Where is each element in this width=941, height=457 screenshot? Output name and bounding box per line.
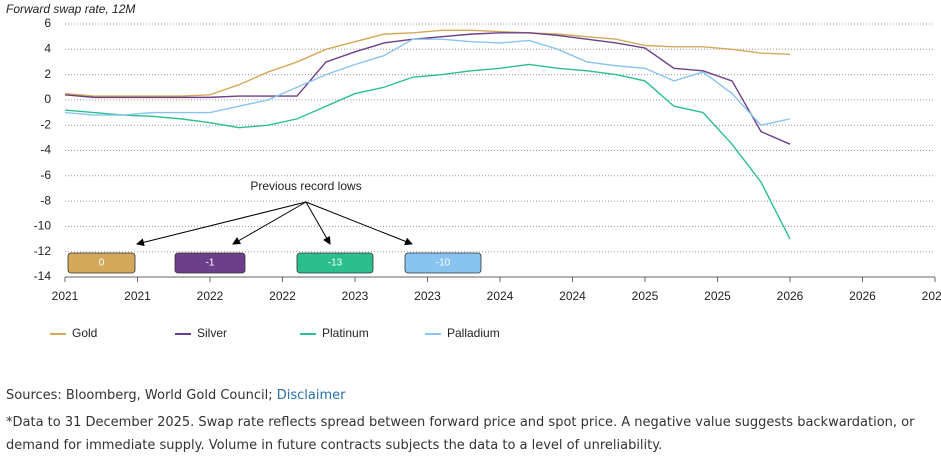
record-label: -10 xyxy=(436,258,451,269)
record-box xyxy=(296,252,374,274)
x-tick-label: 2025 xyxy=(704,289,731,303)
x-tick-label: 2027 xyxy=(922,289,941,303)
x-tick-label: 2022 xyxy=(269,289,296,303)
arrow xyxy=(305,201,331,245)
y-tick-label: -4 xyxy=(40,143,51,157)
series-line xyxy=(64,38,791,126)
disclaimer-link[interactable]: Disclaimer xyxy=(276,388,346,403)
arrow xyxy=(305,201,413,246)
legend-label: Gold xyxy=(72,326,97,340)
arrow xyxy=(232,201,307,245)
x-tick-label: 2021 xyxy=(52,289,79,303)
x-tick-label: 2026 xyxy=(777,289,804,303)
note: *Data to 31 December 2025. Swap rate ref… xyxy=(6,415,915,453)
series-line xyxy=(64,32,791,145)
legend-label: Palladium xyxy=(447,326,500,340)
x-tick-label: 2023 xyxy=(342,289,369,303)
y-tick-label: -8 xyxy=(40,193,51,207)
x-tick-label: 2025 xyxy=(632,289,659,303)
x-tick-label: 2023 xyxy=(414,289,441,303)
x-tick-label: 2024 xyxy=(487,289,514,303)
x-tick-label: 2021 xyxy=(124,289,151,303)
series-line xyxy=(64,29,791,97)
y-axis-label: Forward swap rate, 12M xyxy=(6,2,135,16)
y-tick-label: -6 xyxy=(40,168,51,182)
sources-text: Sources: Bloomberg, World Gold Council; xyxy=(6,388,277,403)
y-tick-label: -2 xyxy=(40,117,51,131)
series-line xyxy=(64,63,791,240)
y-tick-label: 0 xyxy=(44,92,51,106)
legend-label: Silver xyxy=(197,326,227,340)
legend-label: Platinum xyxy=(322,326,369,340)
y-tick-label: -10 xyxy=(34,219,52,233)
record-box xyxy=(67,252,136,274)
record-label: -1 xyxy=(206,258,215,269)
y-tick-label: 6 xyxy=(44,16,51,30)
record-label: -13 xyxy=(328,258,343,269)
record-box xyxy=(404,252,482,274)
annotation: Previous record lows xyxy=(250,179,361,193)
x-tick-label: 2022 xyxy=(197,289,224,303)
y-tick-label: 2 xyxy=(44,67,51,81)
y-tick-label: -14 xyxy=(34,269,52,283)
x-tick-label: 2024 xyxy=(559,289,586,303)
arrow xyxy=(136,201,307,247)
y-tick-label: -12 xyxy=(34,244,52,258)
x-tick-label: 2026 xyxy=(849,289,876,303)
chart: Forward swap rate, 12M Previous record l… xyxy=(6,2,941,340)
record-box xyxy=(174,252,246,274)
record-label: 0 xyxy=(99,258,105,269)
sources: Sources: Bloomberg, World Gold Council; … xyxy=(6,388,345,403)
y-tick-label: 4 xyxy=(44,41,51,55)
